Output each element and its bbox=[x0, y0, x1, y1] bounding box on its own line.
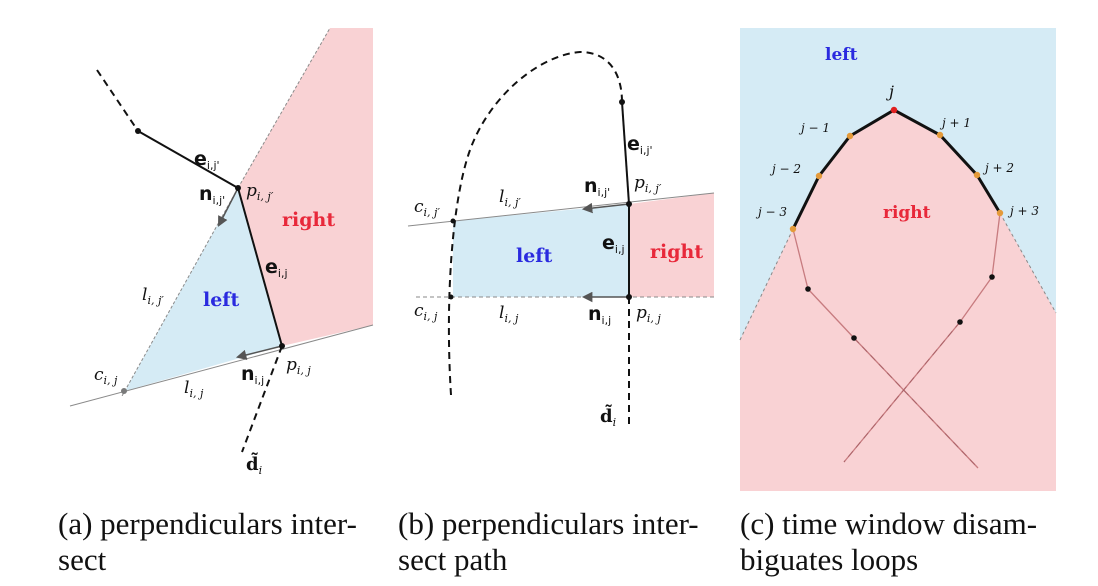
caption-b-line2: sect path bbox=[398, 542, 508, 577]
panel-a-path-dashed-end bbox=[241, 345, 283, 453]
panel-b-left-label: left bbox=[516, 245, 552, 267]
panel-b-normal-label-n-ij-prime: ni,j' bbox=[584, 175, 610, 199]
panel-a-label-p-ij-prime: pi, j′ bbox=[246, 181, 274, 203]
panel-b-point-p-ij bbox=[626, 294, 632, 300]
panel-c-loop-point bbox=[957, 319, 963, 325]
panel-c-loop-point bbox=[851, 335, 857, 341]
panel-c-loop-left-dash bbox=[853, 337, 979, 469]
caption-c-line1: (c) time window disam- bbox=[740, 506, 1038, 541]
panel-a-right-region bbox=[238, 28, 373, 346]
panel-c-boundary-left bbox=[739, 228, 794, 341]
panel-a-normal-label-n-ij-prime: ni,j' bbox=[199, 183, 225, 207]
panel-c-right-label: right bbox=[883, 203, 931, 223]
panel-c-label-j-plus-1: j + 1 bbox=[939, 116, 971, 130]
panel-c-label-j-minus-2: j − 2 bbox=[769, 162, 801, 176]
panel-c-vertex-j-plus-1 bbox=[936, 131, 944, 139]
panel-a-normal-label-n-ij: ni,j bbox=[241, 363, 264, 387]
panel-b-label-p-ij: pi, j bbox=[636, 303, 661, 325]
caption-a-line2: sect bbox=[58, 542, 107, 577]
panel-c-left-label: left bbox=[825, 45, 858, 65]
panel-b: left right ei,j' ei,j ni,j' ni,j ci, j′ … bbox=[407, 50, 715, 429]
caption-b: (b) perpendiculars inter- sect path bbox=[398, 506, 699, 578]
panel-a-right-boundary bbox=[237, 27, 331, 189]
panel-b-edge-label-e-ij: ei,j bbox=[602, 232, 625, 256]
panel-c-loop-point bbox=[989, 274, 995, 280]
panel-c-label-j-minus-1: j − 1 bbox=[798, 121, 830, 135]
panel-a-point-p-ij-prime bbox=[235, 185, 241, 191]
panel-a-right-label: right bbox=[282, 209, 335, 231]
panel-a: right left ei,j' ei,j ni,j' ni,j pi, j′ … bbox=[69, 27, 374, 477]
panel-a-left-label: left bbox=[203, 289, 239, 311]
panel-c-vertex-j-plus-3 bbox=[996, 209, 1004, 217]
panel-a-edge-label-e-ij-prime: ei,j' bbox=[194, 148, 220, 172]
caption-b-line1: (b) perpendiculars inter- bbox=[398, 506, 699, 541]
panel-b-label-l-ij: li, j bbox=[499, 303, 519, 325]
panel-c-label-j-plus-2: j + 2 bbox=[982, 161, 1014, 175]
panel-b-point-c-ij-prime bbox=[450, 218, 456, 224]
panel-a-edge-label-e-ij: ei,j bbox=[265, 256, 288, 280]
panel-a-normal-n-ij-prime bbox=[218, 187, 239, 227]
panel-c: left right j j − 1 j − 2 j − 3 j + 1 j +… bbox=[739, 28, 1057, 491]
panel-b-label-c-ij: ci, j bbox=[414, 301, 438, 323]
panel-a-label-p-ij: pi, j bbox=[286, 355, 311, 377]
caption-a-line1: (a) perpendiculars inter- bbox=[58, 506, 357, 541]
panel-a-edge-e-ij bbox=[237, 187, 283, 347]
panel-b-point-p-ij-prime bbox=[626, 201, 632, 207]
panel-a-label-l-ij: li, j bbox=[184, 378, 204, 400]
panel-c-label-j-minus-3: j − 3 bbox=[755, 205, 787, 219]
panel-b-label-c-ij-prime: ci, j′ bbox=[414, 197, 440, 219]
panel-a-point-p-ij bbox=[279, 343, 285, 349]
panel-b-right-region bbox=[629, 193, 714, 297]
panel-a-line-l-ij bbox=[69, 324, 374, 407]
panel-a-vertex-start bbox=[135, 128, 141, 134]
caption-c-line2: biguates loops bbox=[740, 542, 919, 577]
panel-c-boundary-right bbox=[999, 212, 1057, 314]
panel-b-point-c-ij bbox=[448, 294, 454, 300]
panel-a-edge-e-ij-prime bbox=[137, 130, 239, 189]
panel-c-vertex-j-minus-2 bbox=[815, 172, 823, 180]
panel-b-dashed-loop bbox=[447, 50, 623, 396]
panel-a-label-l-ij-prime: li, j′ bbox=[142, 285, 164, 307]
panel-a-point-c-ij bbox=[121, 388, 127, 394]
panel-a-path-dashed-start bbox=[96, 69, 139, 132]
panel-a-left-region bbox=[125, 188, 282, 391]
caption-c: (c) time window disam- biguates loops bbox=[740, 506, 1037, 578]
panel-b-edge-e-ij-prime bbox=[621, 101, 630, 205]
panel-b-left-region bbox=[453, 204, 629, 297]
panel-c-loop-point bbox=[805, 286, 811, 292]
panel-b-vertex-top bbox=[619, 99, 625, 105]
panel-a-label-d-i: d̃i bbox=[246, 452, 262, 477]
panel-a-normal-n-ij bbox=[235, 345, 283, 361]
caption-a: (a) perpendiculars inter- sect bbox=[58, 506, 357, 578]
panel-c-vertex-j bbox=[890, 106, 898, 114]
panel-c-vertex-j-minus-3 bbox=[789, 225, 797, 233]
panel-b-normal-n-ij-prime bbox=[581, 202, 630, 214]
panel-b-label-d-i: d̃i bbox=[600, 404, 616, 429]
panel-b-label-p-ij-prime: pi, j′ bbox=[634, 173, 662, 195]
panel-b-edge-label-e-ij-prime: ei,j' bbox=[627, 133, 653, 157]
panel-c-label-j-plus-3: j + 3 bbox=[1007, 204, 1039, 218]
panel-a-label-c-ij: ci, j bbox=[94, 365, 118, 387]
panel-c-label-j: j bbox=[886, 82, 894, 101]
panel-c-right-region bbox=[740, 110, 1056, 491]
panel-b-line-l-ij-prime bbox=[407, 192, 715, 227]
figure-canvas: right left ei,j' ei,j ni,j' ni,j pi, j′ … bbox=[69, 27, 1057, 491]
panel-b-right-label: right bbox=[650, 241, 703, 263]
panel-b-label-l-ij-prime: li, j′ bbox=[499, 187, 521, 209]
panel-c-loop-right-dash bbox=[843, 321, 961, 463]
panel-b-normal-label-n-ij: ni,j bbox=[588, 303, 611, 327]
panel-c-vertex-j-minus-1 bbox=[846, 132, 854, 140]
panel-c-vertex-j-plus-2 bbox=[973, 171, 981, 179]
